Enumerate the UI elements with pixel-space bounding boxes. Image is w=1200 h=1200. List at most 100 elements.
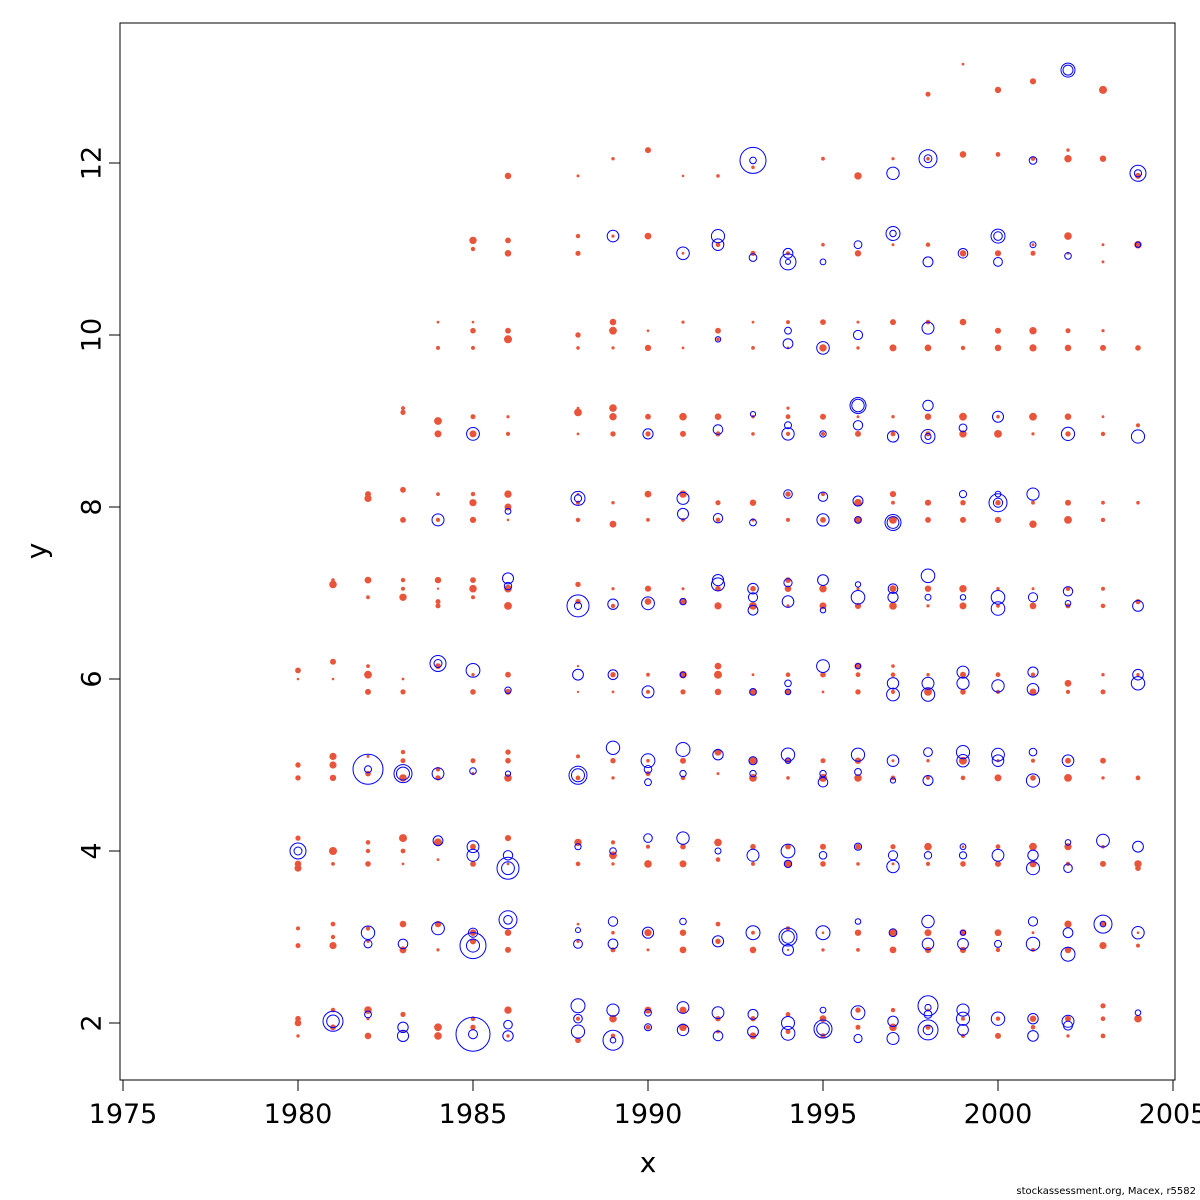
predicted-point [923,1010,933,1019]
observed-point [681,587,685,591]
predicted-point [466,848,480,862]
observed-point [679,412,687,421]
observed-markers [294,62,1142,1044]
y-tick-label: 6 [77,670,108,687]
observed-point [609,520,617,528]
observed-point [854,172,862,180]
observed-point [470,414,476,420]
observed-point [611,157,615,161]
observed-point [996,587,1000,591]
predicted-point [921,321,935,335]
predicted-point [816,659,830,673]
observed-point [1064,232,1072,240]
observed-point [1135,599,1141,605]
observed-point [681,320,685,324]
predicted-point [1060,426,1076,441]
observed-point [1031,931,1035,935]
observed-point [470,758,476,764]
observed-point [715,921,721,927]
predicted-point-large [918,149,938,169]
observed-point [889,1023,897,1032]
observed-point [715,500,721,506]
observed-point [891,157,895,161]
observed-point [681,174,685,178]
predicted-point [396,1029,410,1043]
observed-point [751,432,755,436]
observed-point [959,602,967,610]
observed-point [504,584,512,593]
observed-point [714,602,722,610]
observed-point [434,576,442,584]
observed-point [609,1014,617,1023]
observed-point [434,838,442,847]
predicted-point [957,248,969,259]
predicted-point [677,507,689,520]
predicted-point [1063,1020,1073,1031]
observed-point [471,320,475,324]
observed-point [469,430,477,438]
observed-point [364,1006,372,1014]
observed-point [891,415,895,419]
predicted-point [676,491,690,505]
predicted-point [640,753,656,769]
observed-point [890,431,896,437]
observed-point [1029,412,1037,421]
observed-point [401,677,405,681]
observed-point [435,517,441,523]
observed-point [646,518,650,522]
observed-point [855,430,861,437]
observed-point [995,844,1001,850]
observed-point [995,1032,1001,1039]
predicted-point [851,398,865,413]
observed-point [576,432,580,436]
predicted-point [714,847,722,855]
observed-point [820,431,826,436]
observed-point [960,516,966,523]
predicted-point [676,831,690,845]
predicted-point-large [498,910,518,930]
predicted-point [955,745,971,760]
predicted-point [850,590,866,605]
predicted-point [431,513,445,527]
observed-point [366,664,370,668]
observed-point [294,860,302,868]
observed-point [645,413,651,420]
observed-point [295,762,301,768]
predicted-point [921,676,935,690]
observed-point [961,1016,965,1021]
observed-point [994,250,1002,257]
observed-point [751,930,755,935]
observed-point [1101,329,1105,333]
observed-point [1064,344,1072,352]
predicted-point [922,399,934,412]
observed-point [504,490,512,498]
observed-point [644,1006,652,1014]
predicted-point [503,915,513,925]
predicted-point [959,843,967,851]
observed-point [400,758,406,764]
observed-point [645,147,651,154]
observed-point [504,1006,512,1014]
observed-point [926,759,930,763]
observed-point [856,415,860,419]
predicted-point [1027,666,1039,678]
y-axis: 2 4 6 8 10 12 [77,146,121,1032]
predicted-point-large [496,856,520,880]
predicted-point [641,926,655,939]
predicted-point [714,336,722,343]
predicted-point [990,601,1006,616]
observed-point [365,861,371,867]
observed-point [366,754,370,758]
predicted-point-large [917,1019,939,1041]
predicted-point [783,578,793,588]
observed-point [960,861,966,867]
observed-point [469,236,477,245]
observed-point [1101,500,1105,505]
observed-point [575,332,581,338]
observed-point [785,577,791,583]
observed-point [329,752,337,761]
predicted-point [957,1024,969,1036]
predicted-point [643,765,653,774]
predicted-point [888,928,898,938]
observed-point [329,847,337,855]
